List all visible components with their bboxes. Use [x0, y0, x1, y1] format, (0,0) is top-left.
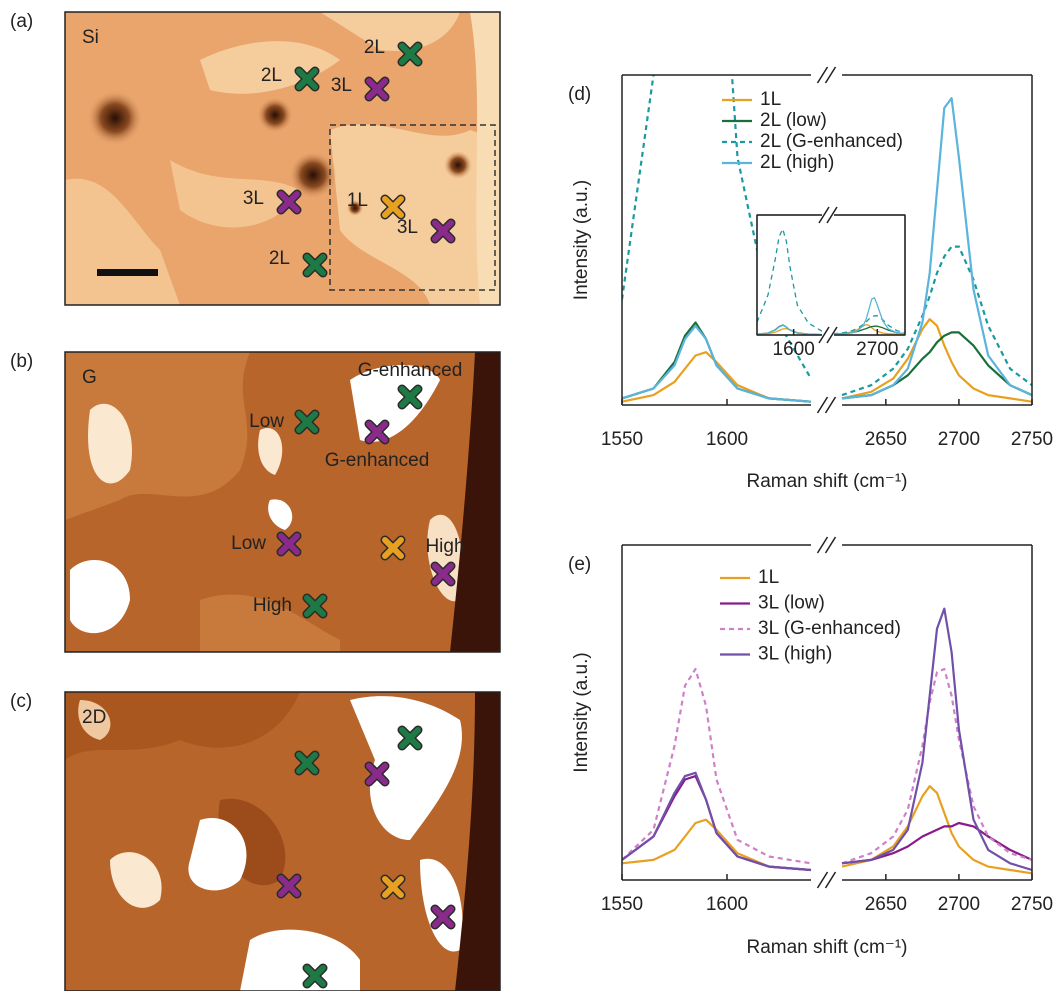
marker	[307, 257, 323, 273]
figure: (a) Si 2L 2L 3L 3L 1L 3L 2L (b) G G-enhanced Low G-en…	[0, 0, 1063, 991]
marker-label: Low	[249, 411, 284, 432]
x-tick-label: 1600	[773, 339, 815, 360]
marker	[281, 536, 297, 552]
x-tick-label: 2700	[938, 429, 980, 450]
legend-label: 3L (G-enhanced)	[758, 618, 901, 639]
inset-background	[757, 215, 905, 335]
marker	[435, 909, 451, 925]
marker-label: 3L	[397, 217, 418, 238]
marker-label: High	[425, 536, 464, 557]
marker	[435, 223, 451, 239]
legend-label: 1L	[760, 89, 781, 110]
marker-label: 3L	[243, 188, 264, 209]
marker	[435, 566, 451, 582]
marker	[402, 730, 418, 746]
x-tick-label: 1600	[706, 429, 748, 450]
x-tick-label: 1550	[601, 894, 643, 915]
marker	[369, 424, 385, 440]
y-axis-label: Intensity (a.u.)	[571, 652, 592, 772]
marker-label: High	[253, 595, 292, 616]
marker	[369, 766, 385, 782]
image-title: Si	[82, 27, 99, 48]
legend-label: 2L (high)	[760, 152, 834, 173]
panel-label: (c)	[10, 691, 32, 712]
legend-label: 2L (low)	[760, 110, 827, 131]
marker	[402, 46, 418, 62]
panel-label: (a)	[10, 11, 33, 32]
y-axis-label: Intensity (a.u.)	[571, 180, 592, 300]
marker	[299, 755, 315, 771]
panel-label: (d)	[568, 84, 591, 105]
marker-label: G-enhanced	[358, 360, 463, 381]
panel-label: (e)	[568, 554, 591, 575]
marker	[402, 389, 418, 405]
2d-map	[65, 692, 500, 991]
x-tick-label: 1600	[706, 894, 748, 915]
marker-label: 2L	[261, 65, 282, 86]
x-tick-label: 1550	[601, 429, 643, 450]
x-tick-label: 2650	[865, 429, 907, 450]
legend-label: 1L	[758, 567, 779, 588]
x-tick-label: 2700	[938, 894, 980, 915]
marker-label: G-enhanced	[325, 450, 430, 471]
legend-label: 3L (low)	[758, 593, 825, 614]
x-axis-label: Raman shift (cm⁻¹)	[747, 471, 908, 492]
marker	[385, 879, 401, 895]
image-title: 2D	[82, 707, 106, 728]
marker-label: Low	[231, 533, 266, 554]
legend-label: 3L (high)	[758, 644, 832, 665]
panel-label: (b)	[10, 351, 33, 372]
scale-bar	[97, 269, 158, 276]
x-axis-label: Raman shift (cm⁻¹)	[747, 937, 908, 958]
marker	[385, 199, 401, 215]
x-tick-label: 2650	[865, 894, 907, 915]
marker-label: 3L	[331, 75, 352, 96]
spectrum-line	[622, 669, 1032, 863]
legend-label: 2L (G-enhanced)	[760, 131, 903, 152]
marker-label: 2L	[269, 248, 290, 269]
x-tick-label: 2750	[1011, 894, 1053, 915]
x-tick-label: 2750	[1011, 429, 1053, 450]
marker	[307, 968, 323, 984]
image-title: G	[82, 367, 97, 388]
marker	[369, 81, 385, 97]
marker	[281, 878, 297, 894]
x-tick-label: 2700	[856, 339, 898, 360]
marker	[299, 414, 315, 430]
marker-label: 2L	[364, 37, 385, 58]
marker	[307, 598, 323, 614]
marker	[299, 71, 315, 87]
marker-label: 1L	[347, 190, 368, 211]
marker	[385, 540, 401, 556]
marker	[281, 194, 297, 210]
